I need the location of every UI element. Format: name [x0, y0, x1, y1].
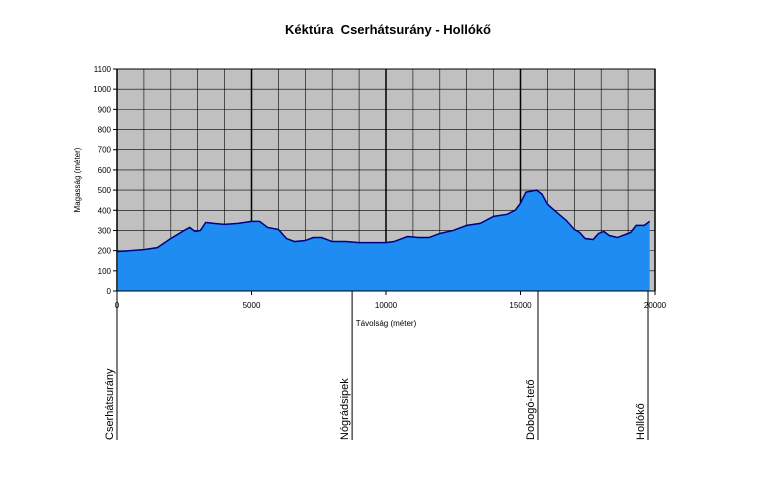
annotation-label: Hollókő	[635, 403, 647, 440]
chart-title: Kéktúra Cserhátsurány - Hollókő	[285, 22, 491, 37]
y-tick-label: 1100	[94, 65, 112, 74]
y-tick-label: 400	[98, 206, 112, 215]
annotation-label: Dobogó-tető	[525, 379, 537, 440]
y-tick-label: 0	[107, 287, 112, 296]
y-tick-label: 1000	[93, 85, 111, 94]
annotation-label: Nógrádsipek	[339, 378, 351, 440]
y-tick-label: 900	[98, 105, 112, 114]
y-tick-label: 500	[98, 186, 112, 195]
x-tick-label: 15000	[509, 301, 532, 310]
y-tick-label: 300	[98, 226, 112, 235]
y-tick-label: 600	[98, 166, 112, 175]
annotation-label: Cserhátsurány	[104, 368, 116, 440]
y-tick-label: 200	[98, 247, 112, 256]
x-tick-label: 5000	[243, 301, 261, 310]
y-tick-label: 100	[98, 267, 112, 276]
x-tick-label: 20000	[644, 301, 667, 310]
area-line	[116, 189, 651, 253]
y-axis-title: Magasság (méter)	[73, 147, 82, 212]
y-tick-label: 800	[98, 126, 112, 135]
x-axis-title: Távolság (méter)	[356, 319, 417, 328]
area-fill	[117, 190, 650, 291]
x-tick-label: 10000	[375, 301, 398, 310]
y-tick-label: 700	[98, 146, 112, 155]
